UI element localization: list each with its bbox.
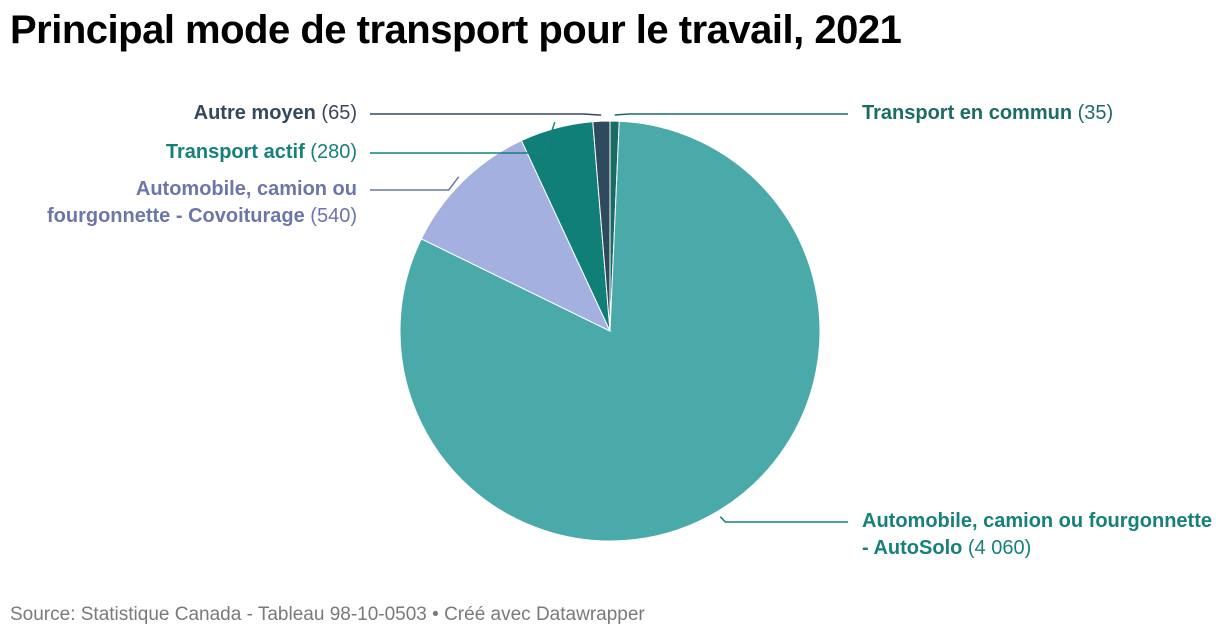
slice-value: (280)	[304, 141, 357, 163]
pie-slice	[592, 120, 611, 332]
slice-category: Automobile, camion ou fourgonnette - Cov…	[46, 178, 357, 227]
slice-value: (35)	[1072, 102, 1114, 124]
slice-label: Automobile, camion ou fourgonnette - Cov…	[27, 176, 357, 230]
leader-line	[370, 176, 460, 191]
slice-label: Transport actif (280)	[27, 139, 357, 166]
slice-value: (65)	[315, 102, 357, 124]
slice-label: Autre moyen (65)	[27, 100, 357, 127]
chart-title: Principal mode de transport pour le trav…	[10, 8, 902, 52]
leader-line	[370, 121, 556, 154]
pie-slice	[420, 139, 612, 333]
leader-line	[719, 516, 848, 523]
slice-category: Transport actif	[165, 141, 305, 163]
slice-category: Transport en commun	[862, 102, 1073, 124]
slice-category: Autre moyen	[193, 102, 316, 124]
slice-value: (540)	[304, 205, 357, 227]
leader-line	[370, 113, 602, 116]
leader-line	[614, 113, 848, 116]
slice-label: Transport en commun (35)	[862, 100, 1192, 127]
slice-category: Automobile, camion ou fourgonnette - Aut…	[862, 510, 1212, 559]
slice-label: Automobile, camion ou fourgonnette - Aut…	[862, 508, 1212, 562]
source-note: Source: Statistique Canada - Tableau 98-…	[10, 604, 645, 625]
slice-value: (4 060)	[962, 537, 1032, 559]
